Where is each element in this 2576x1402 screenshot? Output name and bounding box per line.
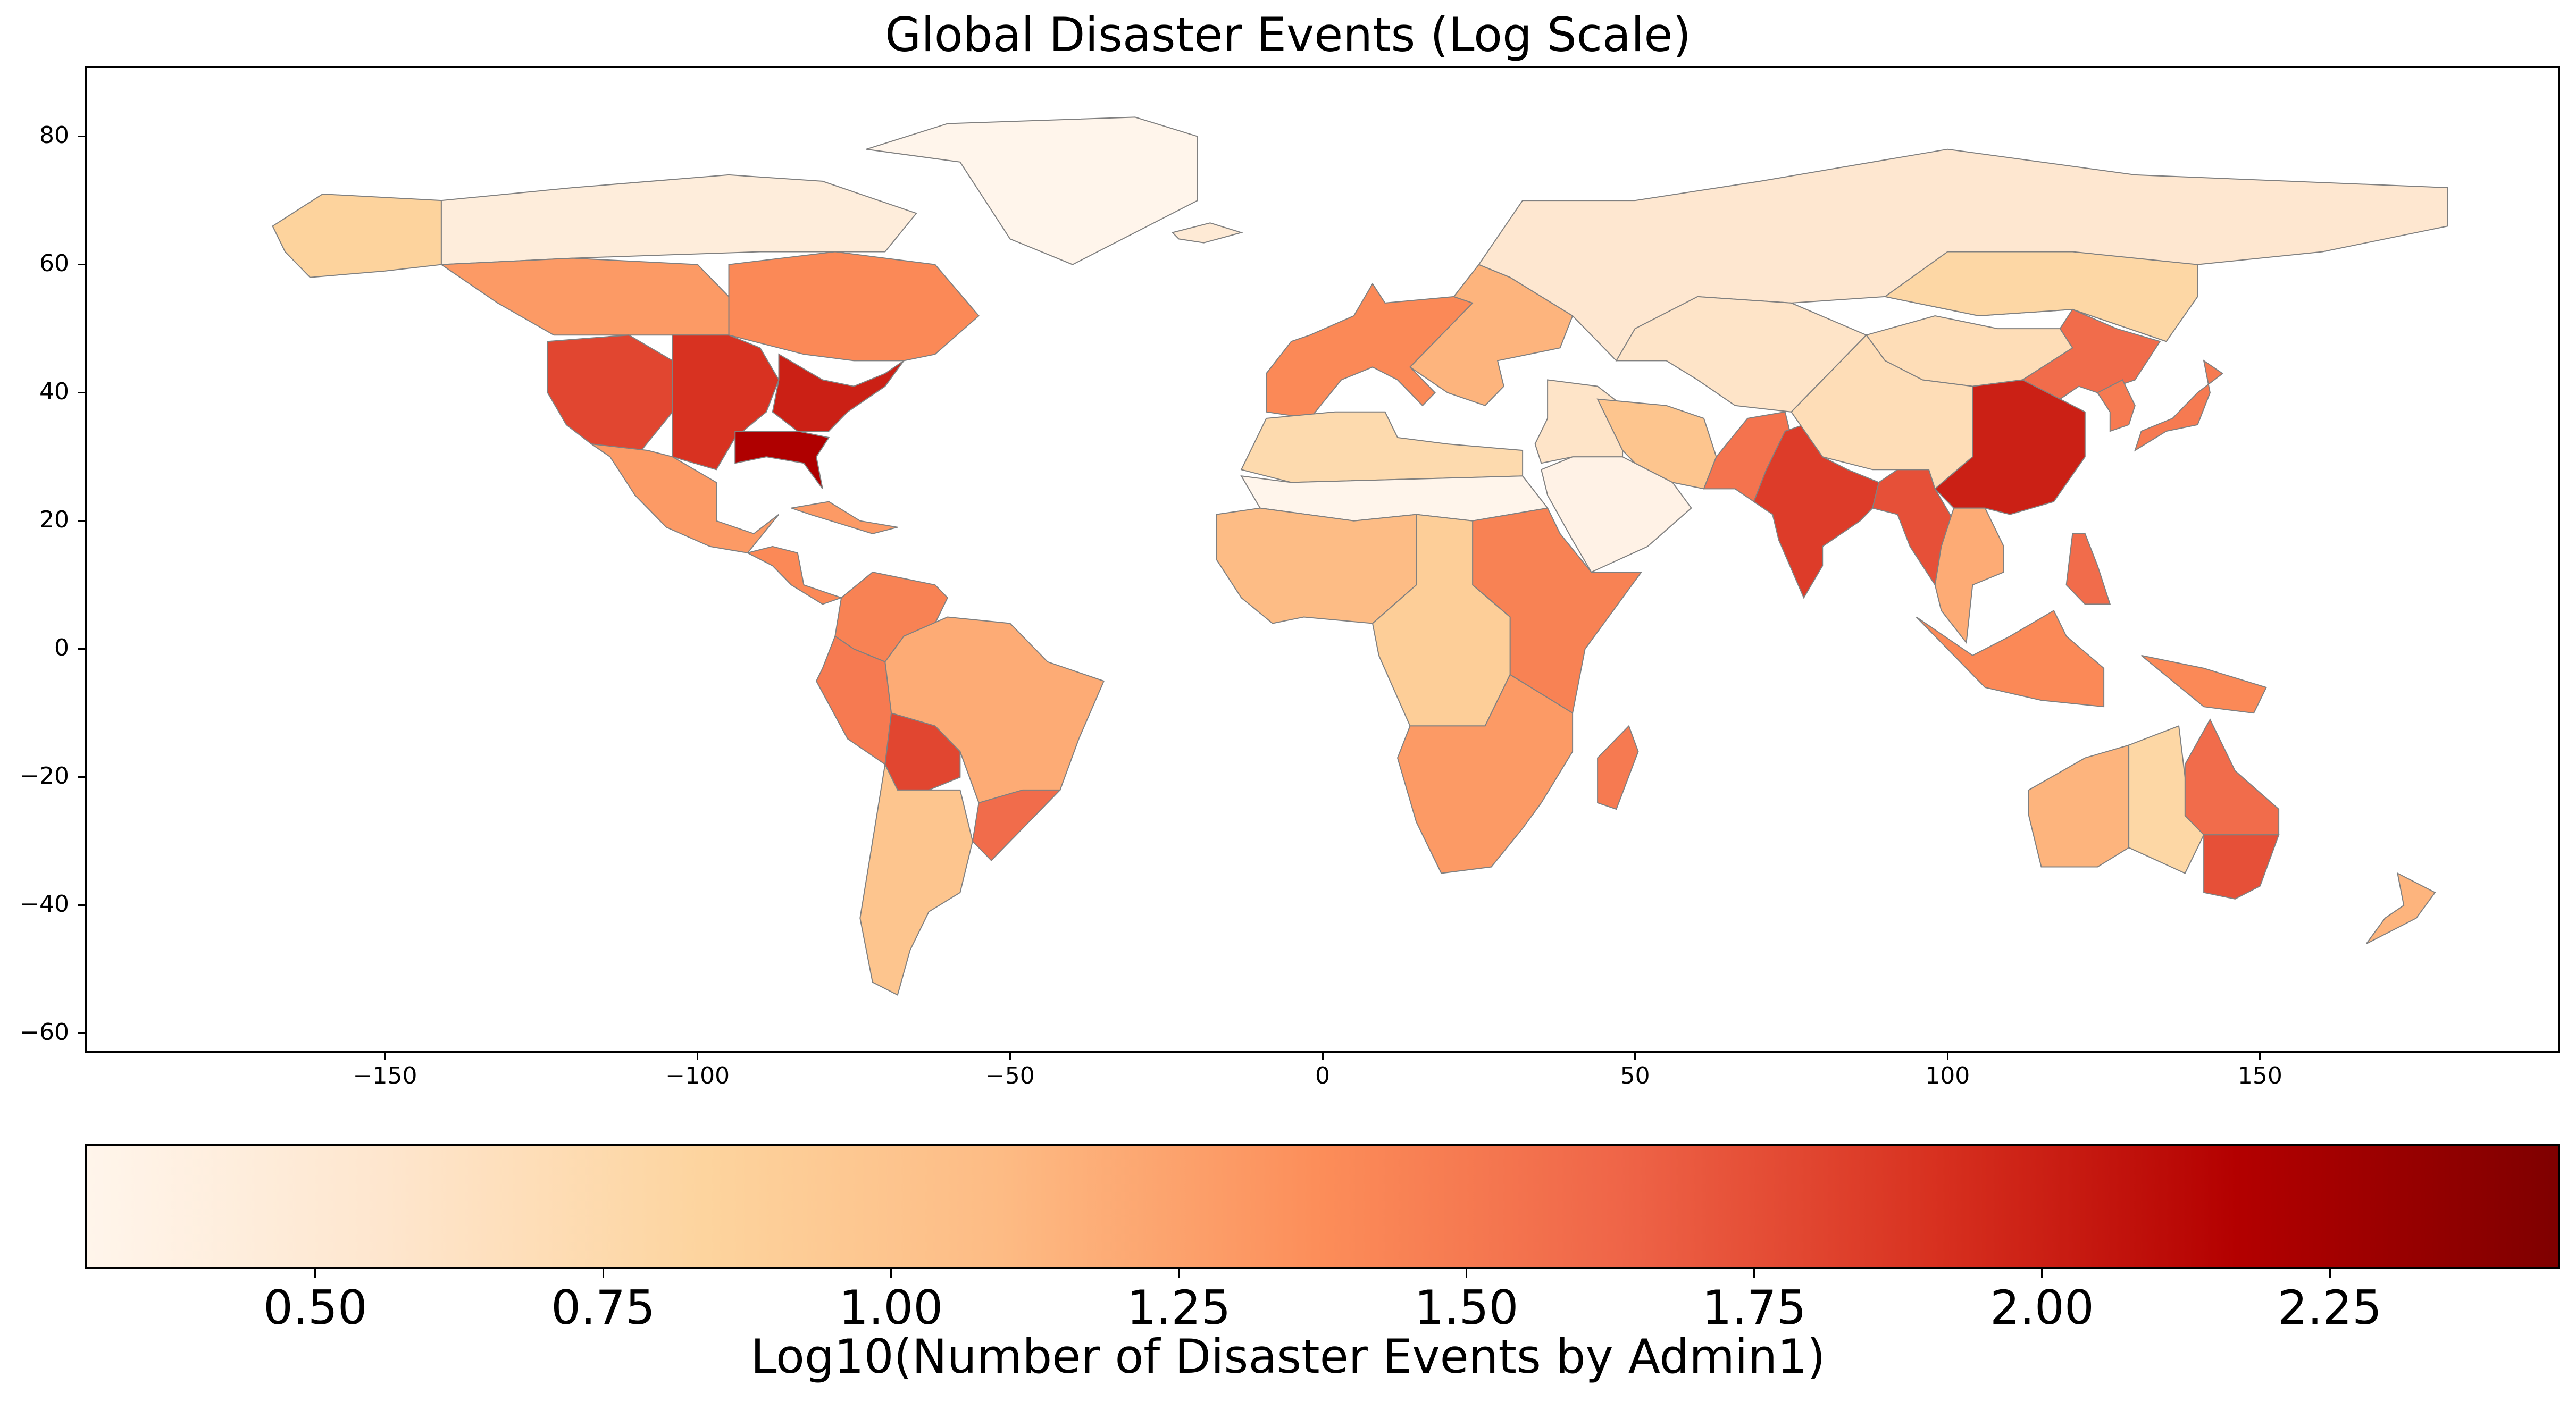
colorbar-tick-mark xyxy=(1177,1269,1180,1278)
colorbar-tick-label: 2.25 xyxy=(2278,1280,2382,1335)
y-tick-label: −60 xyxy=(20,1018,69,1046)
region-papua-new-guinea: Papua New Guinea xyxy=(2140,654,2268,714)
colorbar-tick-label: 1.75 xyxy=(1702,1280,1806,1335)
region-siberia: Siberia xyxy=(1884,251,2198,342)
x-tick-label: 0 xyxy=(1315,1062,1330,1089)
region-southern-brazil: Southern Brazil xyxy=(972,789,1061,861)
y-tick-mark xyxy=(78,1032,85,1035)
colorbar-tick-mark xyxy=(1466,1269,1468,1278)
colorbar-tick-label: 1.00 xyxy=(839,1280,943,1335)
x-tick-mark xyxy=(1322,1053,1324,1060)
region-madagascar: Madagascar xyxy=(1597,725,1639,810)
world-map: AlaskaNorthern CanadaWestern CanadaEaste… xyxy=(272,116,2448,996)
region-southern-africa: Southern Africa xyxy=(1396,674,1574,874)
region-northern-canada: Northern Canada xyxy=(440,174,917,265)
x-tick-mark xyxy=(384,1053,386,1060)
region-eastern-canada: Eastern Canada xyxy=(728,251,980,362)
colorbar-tick-label: 2.00 xyxy=(1989,1280,2094,1335)
colorbar xyxy=(85,1144,2560,1269)
x-tick-label: −50 xyxy=(985,1062,1035,1089)
y-tick-mark xyxy=(78,776,85,778)
region-central-united-states: Central United States xyxy=(672,334,780,471)
colorbar-tick-label: 0.75 xyxy=(551,1280,656,1335)
region-iceland: Iceland xyxy=(1171,222,1243,244)
x-tick-mark xyxy=(1634,1053,1636,1060)
y-tick-label: 40 xyxy=(39,377,69,405)
y-tick-mark xyxy=(78,648,85,650)
region-greenland: Greenland xyxy=(866,116,1198,265)
x-tick-mark xyxy=(1946,1053,1948,1060)
chart-title: Global Disaster Events (Log Scale) xyxy=(885,7,1691,62)
x-tick-label: −150 xyxy=(353,1062,417,1089)
y-tick-label: 0 xyxy=(54,634,69,661)
colorbar-tick-mark xyxy=(602,1269,604,1278)
colorbar-tick-label: 1.50 xyxy=(1414,1280,1519,1335)
region-arabia: Arabia xyxy=(1541,456,1692,573)
colorbar-label: Log10(Number of Disaster Events by Admin… xyxy=(750,1329,1826,1384)
y-tick-label: −40 xyxy=(20,890,69,918)
region-new-south-wales-and-victoria: New South Wales and Victoria xyxy=(2203,834,2280,900)
x-tick-label: 150 xyxy=(2237,1062,2282,1089)
region-mexico: Mexico xyxy=(591,443,780,553)
colorbar-tick-mark xyxy=(2041,1269,2043,1278)
y-tick-mark xyxy=(78,520,85,522)
colorbar-tick-mark xyxy=(1753,1269,1755,1278)
colorbar-tick-mark xyxy=(890,1269,892,1278)
y-tick-label: 20 xyxy=(39,506,69,533)
colorbar-tick-mark xyxy=(2329,1269,2331,1278)
y-tick-mark xyxy=(78,392,85,394)
region-western-canada: Western Canada xyxy=(439,257,730,336)
x-tick-label: −100 xyxy=(665,1062,730,1089)
region-indonesia: Indonesia xyxy=(1916,609,2105,708)
y-tick-mark xyxy=(78,136,85,138)
region-new-zealand: New Zealand xyxy=(2365,872,2436,944)
colorbar-tick-label: 1.25 xyxy=(1126,1280,1231,1335)
region-western-united-states: Western United States xyxy=(547,334,673,451)
region-eastern-united-states: Eastern United States xyxy=(772,353,905,432)
region-central-america: Central America xyxy=(746,545,843,605)
y-tick-mark xyxy=(78,904,85,906)
region-philippines: Philippines xyxy=(2065,533,2111,605)
x-tick-label: 50 xyxy=(1620,1062,1650,1089)
y-tick-label: −20 xyxy=(20,762,69,790)
colorbar-tick-mark xyxy=(314,1269,316,1278)
region-southeast-asia: Southeast Asia xyxy=(1934,507,2004,644)
region-caribbean: Caribbean xyxy=(791,501,898,534)
region-korea-and-japan: Korea and Japan xyxy=(2096,379,2136,432)
region-queensland: Queensland xyxy=(2184,718,2280,836)
region-japan: Japan xyxy=(2134,359,2224,452)
region-western-australia: Western Australia xyxy=(2028,744,2130,868)
y-tick-label: 80 xyxy=(39,121,69,149)
region-northeast-china: Northeast China xyxy=(2021,308,2161,400)
y-tick-mark xyxy=(78,264,85,266)
x-tick-mark xyxy=(2259,1053,2261,1060)
x-tick-label: 100 xyxy=(1925,1062,1970,1089)
x-tick-mark xyxy=(697,1053,699,1060)
region-north-africa: North Africa xyxy=(1240,411,1524,483)
region-argentina-and-chile: Argentina and Chile xyxy=(859,762,973,996)
x-tick-mark xyxy=(1009,1053,1011,1060)
colorbar-tick-label: 0.50 xyxy=(263,1280,367,1335)
y-tick-label: 60 xyxy=(39,249,69,277)
region-west-africa: West Africa xyxy=(1216,507,1417,624)
region-southeastern-united-states: Southeastern United States xyxy=(734,431,830,489)
region-alaska: Alaska xyxy=(272,193,442,278)
